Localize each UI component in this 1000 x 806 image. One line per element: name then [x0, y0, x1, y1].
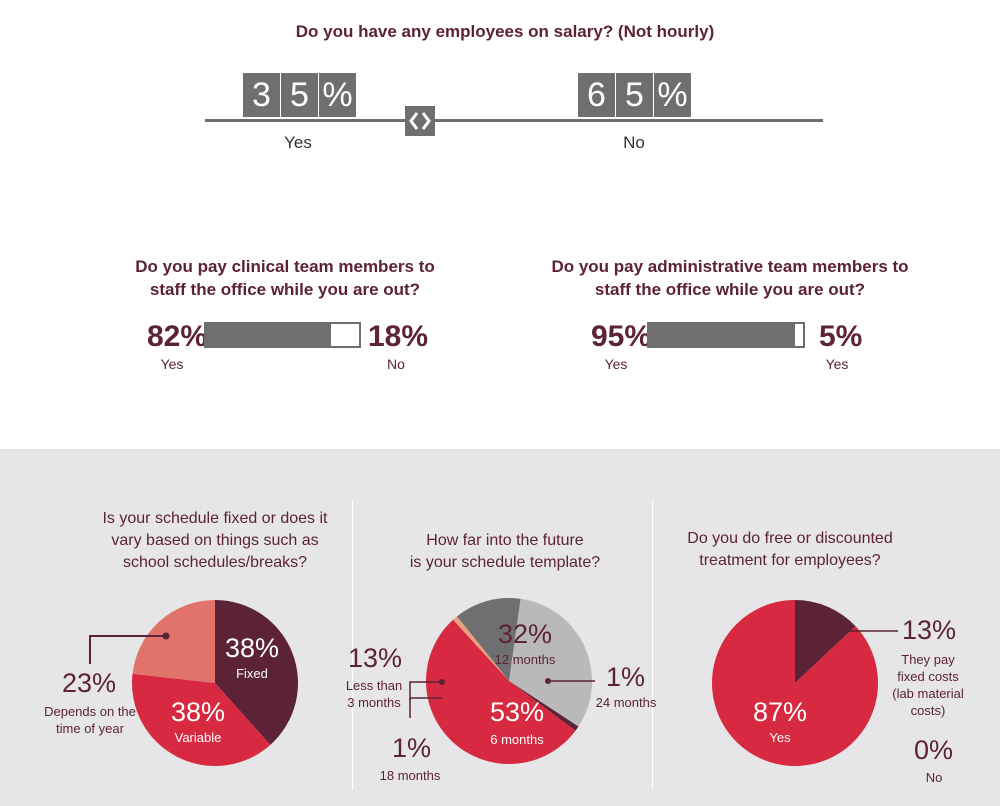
- treatment-yes-label: Yes: [769, 730, 791, 745]
- clinical-bar-fill: [206, 324, 332, 346]
- fixed-cost-label-line3: (lab material: [892, 686, 964, 701]
- fixed-pct: 38%: [224, 633, 280, 663]
- fixed-question-line2: vary based on things such as: [111, 532, 319, 549]
- fixed-cost-pct: 13%: [902, 615, 957, 645]
- pie-slice-fixed: [215, 600, 298, 745]
- fixed-question-line1: Is your schedule fixed or does it: [102, 510, 328, 527]
- variable-label: Variable: [174, 730, 222, 745]
- fixed-cost-label-line4: costs): [910, 703, 946, 718]
- template-question-line2: is your schedule template?: [409, 554, 601, 571]
- treatment-no-pct: 0%: [914, 735, 954, 765]
- fixed-cost-label-line1: They pay: [901, 652, 955, 667]
- treatment-question-line1: Do you do free or discounted: [687, 530, 893, 547]
- salary-question: Do you have any employees on salary? (No…: [295, 22, 715, 41]
- clinical-question-line2: staff the office while you are out?: [149, 280, 421, 299]
- clinical-left-label: Yes: [160, 356, 184, 372]
- template-callout-lines: [409, 678, 595, 718]
- clinical-right-pct: 18%: [368, 320, 429, 353]
- salary-axis-line: [205, 119, 823, 122]
- m24-label: 24 months: [595, 695, 657, 710]
- treatment-question-line2: treatment for employees?: [699, 552, 881, 569]
- pie-slice-variable: [132, 673, 271, 766]
- pie-slice-yes: [712, 600, 878, 766]
- m6-pct: 53%: [489, 697, 545, 727]
- yes-digit-1: 3: [243, 73, 280, 117]
- fixed-label: Fixed: [236, 666, 268, 681]
- yes-digit-3: %: [319, 73, 356, 117]
- column-divider-2: [652, 500, 653, 790]
- treatment-yes-pct: 87%: [752, 697, 808, 727]
- depends-label-line2: time of year: [56, 721, 124, 736]
- depends-pct: 23%: [62, 668, 117, 698]
- m24-pct: 1%: [606, 662, 646, 692]
- pie-slice-6-months: [425, 619, 576, 764]
- clinical-right-label: No: [387, 356, 405, 372]
- schedule-fixed-pie: [132, 600, 298, 766]
- no-digit-3: %: [654, 73, 691, 117]
- schedule-template-pie: [425, 598, 592, 764]
- clinical-bar: [204, 322, 361, 348]
- depends-callout-line: [89, 632, 170, 664]
- column-divider-1: [352, 500, 353, 790]
- m6-label: 6 months: [490, 732, 544, 747]
- fixed-cost-label-line2: fixed costs: [897, 669, 959, 684]
- salary-no-label: No: [623, 133, 645, 152]
- no-digit-1: 6: [578, 73, 615, 117]
- admin-left-pct: 95%: [591, 320, 652, 353]
- pie-slice-12-months: [509, 598, 592, 727]
- m18-label: 18 months: [379, 768, 441, 783]
- no-digit-2: 5: [616, 73, 653, 117]
- treatment-callout-line: [819, 628, 898, 634]
- pie-slice-18-months: [453, 616, 509, 681]
- salary-yes-label: Yes: [284, 133, 312, 152]
- variable-pct: 38%: [170, 697, 226, 727]
- treatment-no-label: No: [925, 770, 943, 785]
- pie-slice-depends: [132, 600, 215, 683]
- admin-right-pct: 5%: [819, 320, 863, 353]
- m18-pct: 1%: [392, 733, 432, 763]
- fixed-question-line3: school schedules/breaks?: [122, 554, 308, 571]
- split-marker-icon: [405, 106, 435, 136]
- pie-slice-24-months: [509, 681, 579, 731]
- admin-bar: [647, 322, 805, 348]
- clinical-question-line1: Do you pay clinical team members to: [135, 257, 435, 276]
- pie-slice-fixed-costs: [795, 600, 856, 683]
- admin-left-label: Yes: [604, 356, 628, 372]
- admin-question-line1: Do you pay administrative team members t…: [551, 257, 909, 276]
- lt3-pct: 13%: [348, 643, 403, 673]
- yes-digit-2: 5: [281, 73, 318, 117]
- clinical-left-pct: 82%: [147, 320, 208, 353]
- m12-pct: 32%: [497, 619, 553, 649]
- admin-question-line2: staff the office while you are out?: [594, 280, 866, 299]
- lt3-label-line1: Less than: [345, 678, 403, 693]
- m12-label: 12 months: [494, 652, 556, 667]
- admin-right-label: Yes: [825, 356, 849, 372]
- depends-label-line1: Depends on the: [44, 704, 136, 719]
- employee-treatment-pie: [712, 600, 878, 766]
- template-question-line1: How far into the future: [426, 532, 584, 549]
- admin-bar-fill: [649, 324, 796, 346]
- lt3-label-line2: 3 months: [347, 695, 401, 710]
- pie-slice-less-than-3-months: [456, 598, 521, 681]
